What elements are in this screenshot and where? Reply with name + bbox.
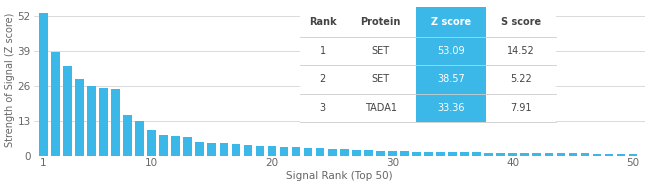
Bar xyxy=(556,153,566,155)
Bar xyxy=(400,151,409,155)
Bar xyxy=(255,146,265,155)
Text: Z score: Z score xyxy=(431,17,471,27)
Bar xyxy=(376,151,385,155)
Bar xyxy=(593,154,601,155)
Bar xyxy=(340,149,348,155)
Bar xyxy=(629,154,638,155)
Text: Protein: Protein xyxy=(361,17,401,27)
Bar xyxy=(617,154,625,155)
Bar xyxy=(39,13,47,155)
Bar xyxy=(124,115,132,155)
Text: S score: S score xyxy=(501,17,541,27)
Bar xyxy=(604,154,614,155)
Bar xyxy=(569,153,577,155)
Bar xyxy=(148,130,156,155)
Bar xyxy=(448,152,457,155)
Bar xyxy=(63,66,72,155)
Bar xyxy=(135,121,144,155)
Bar xyxy=(244,145,252,155)
FancyBboxPatch shape xyxy=(416,94,486,122)
Bar xyxy=(304,148,313,155)
FancyBboxPatch shape xyxy=(416,65,486,94)
Bar xyxy=(87,86,96,155)
Bar xyxy=(75,79,84,155)
Bar xyxy=(268,146,276,155)
Bar xyxy=(328,149,337,155)
Bar xyxy=(51,52,60,155)
Text: SET: SET xyxy=(372,46,390,56)
Y-axis label: Strength of Signal (Z score): Strength of Signal (Z score) xyxy=(5,13,15,147)
Text: SET: SET xyxy=(372,74,390,84)
Bar xyxy=(484,153,493,155)
Text: 2: 2 xyxy=(319,74,326,84)
Bar xyxy=(159,135,168,155)
Bar xyxy=(532,153,541,155)
FancyBboxPatch shape xyxy=(416,7,486,36)
Text: 7.91: 7.91 xyxy=(510,103,532,113)
Bar xyxy=(508,153,517,155)
Bar xyxy=(388,151,396,155)
Text: 14.52: 14.52 xyxy=(508,46,535,56)
Text: 5.22: 5.22 xyxy=(510,74,532,84)
Bar xyxy=(497,153,505,155)
FancyBboxPatch shape xyxy=(486,7,556,36)
FancyBboxPatch shape xyxy=(300,7,556,122)
Bar xyxy=(352,150,361,155)
X-axis label: Signal Rank (Top 50): Signal Rank (Top 50) xyxy=(286,171,393,181)
FancyBboxPatch shape xyxy=(416,36,486,65)
Bar xyxy=(172,136,180,155)
Bar xyxy=(521,153,529,155)
Text: TADA1: TADA1 xyxy=(365,103,396,113)
Bar xyxy=(220,143,228,155)
Bar xyxy=(207,143,216,155)
Bar xyxy=(196,142,204,155)
Bar xyxy=(436,152,445,155)
Bar xyxy=(473,153,481,155)
Text: 1: 1 xyxy=(320,46,326,56)
Bar xyxy=(292,147,300,155)
Bar xyxy=(580,153,590,155)
Bar xyxy=(183,137,192,155)
Text: 3: 3 xyxy=(320,103,326,113)
FancyBboxPatch shape xyxy=(300,7,346,36)
Text: 38.57: 38.57 xyxy=(437,74,465,84)
FancyBboxPatch shape xyxy=(346,7,416,36)
Bar xyxy=(280,147,289,155)
Bar xyxy=(316,148,324,155)
Bar xyxy=(545,153,553,155)
Bar xyxy=(424,152,433,155)
Bar xyxy=(460,152,469,155)
Bar xyxy=(231,144,240,155)
Bar xyxy=(99,88,108,155)
Bar xyxy=(412,152,421,155)
Text: Rank: Rank xyxy=(309,17,337,27)
Text: 53.09: 53.09 xyxy=(437,46,465,56)
Bar xyxy=(111,89,120,155)
Bar xyxy=(364,150,372,155)
Text: 33.36: 33.36 xyxy=(437,103,465,113)
